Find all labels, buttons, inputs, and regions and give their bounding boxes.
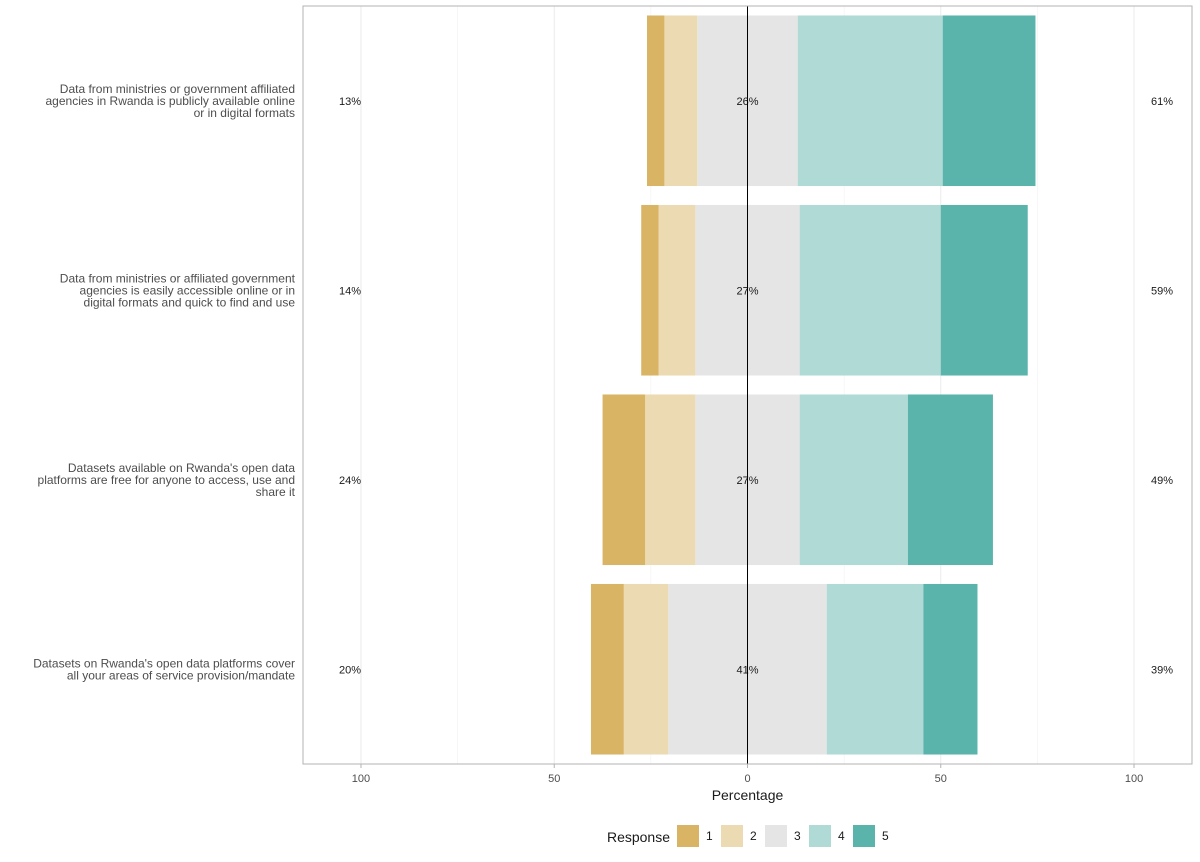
legend-label-5: 5: [882, 829, 889, 843]
category-label-1-line-3: or in digital formats: [194, 106, 295, 120]
bar-segment-1-row-2: [641, 204, 659, 376]
legend-label-1: 1: [706, 829, 713, 843]
left-percent-label-1: 13%: [339, 96, 361, 108]
bar-segment-2-row-4: [623, 583, 669, 755]
category-label-4-line-2: all your areas of service provision/mand…: [67, 668, 295, 682]
legend-label-4: 4: [838, 829, 845, 843]
category-label-3-line-1: Datasets available on Rwanda's open data: [68, 461, 295, 475]
category-label-3-line-2: platforms are free for anyone to access,…: [38, 473, 295, 487]
right-percent-label-4: 39%: [1151, 664, 1173, 676]
category-label-1-line-1: Data from ministries or government affil…: [60, 82, 295, 96]
left-percent-label-2: 14%: [339, 285, 361, 297]
bar-segment-1-row-3: [602, 394, 646, 566]
x-tick-label-5: 100: [1125, 773, 1143, 785]
bar-segment-2-row-1: [664, 15, 698, 187]
x-tick-label-2: 50: [548, 773, 560, 785]
bar-segment-5-row-2: [940, 204, 1028, 376]
bar-segment-1-row-4: [590, 583, 624, 755]
x-tick-label-1: 100: [352, 773, 370, 785]
category-label-1-line-2: agencies in Rwanda is publicly available…: [46, 94, 296, 108]
legend-swatch-3: [765, 825, 787, 847]
bar-segment-4-row-4: [826, 583, 924, 755]
right-percent-label-3: 49%: [1151, 475, 1173, 487]
legend-swatch-1: [677, 825, 699, 847]
legend-title: Response: [607, 829, 670, 845]
category-label-3-line-3: share it: [256, 485, 296, 499]
category-label-2-line-1: Data from ministries or affiliated gover…: [60, 271, 296, 285]
bar-segment-5-row-1: [942, 15, 1036, 187]
bar-segment-4-row-1: [797, 15, 943, 187]
legend-label-2: 2: [750, 829, 757, 843]
bar-segment-5-row-3: [907, 394, 993, 566]
bar-segment-4-row-3: [799, 394, 908, 566]
bar-segment-2-row-3: [645, 394, 696, 566]
legend-swatch-5: [853, 825, 875, 847]
bar-segment-2-row-2: [658, 204, 696, 376]
bar-segment-5-row-4: [923, 583, 978, 755]
legend-swatch-2: [721, 825, 743, 847]
legend-label-3: 3: [794, 829, 801, 843]
right-percent-label-1: 61%: [1151, 96, 1173, 108]
x-axis-title: Percentage: [712, 787, 784, 803]
left-percent-label-4: 20%: [339, 664, 361, 676]
x-tick-label-3: 0: [744, 773, 750, 785]
right-percent-label-2: 59%: [1151, 285, 1173, 297]
x-tick-label-4: 50: [935, 773, 947, 785]
left-percent-label-3: 24%: [339, 475, 361, 487]
bar-segment-4-row-2: [799, 204, 941, 376]
legend-swatch-4: [809, 825, 831, 847]
category-label-2-line-2: agencies is easily accessible online or …: [80, 283, 295, 297]
category-label-4-line-1: Datasets on Rwanda's open data platforms…: [33, 656, 295, 670]
category-label-2-line-3: digital formats and quick to find and us…: [84, 295, 296, 309]
bar-segment-1-row-1: [647, 15, 665, 187]
